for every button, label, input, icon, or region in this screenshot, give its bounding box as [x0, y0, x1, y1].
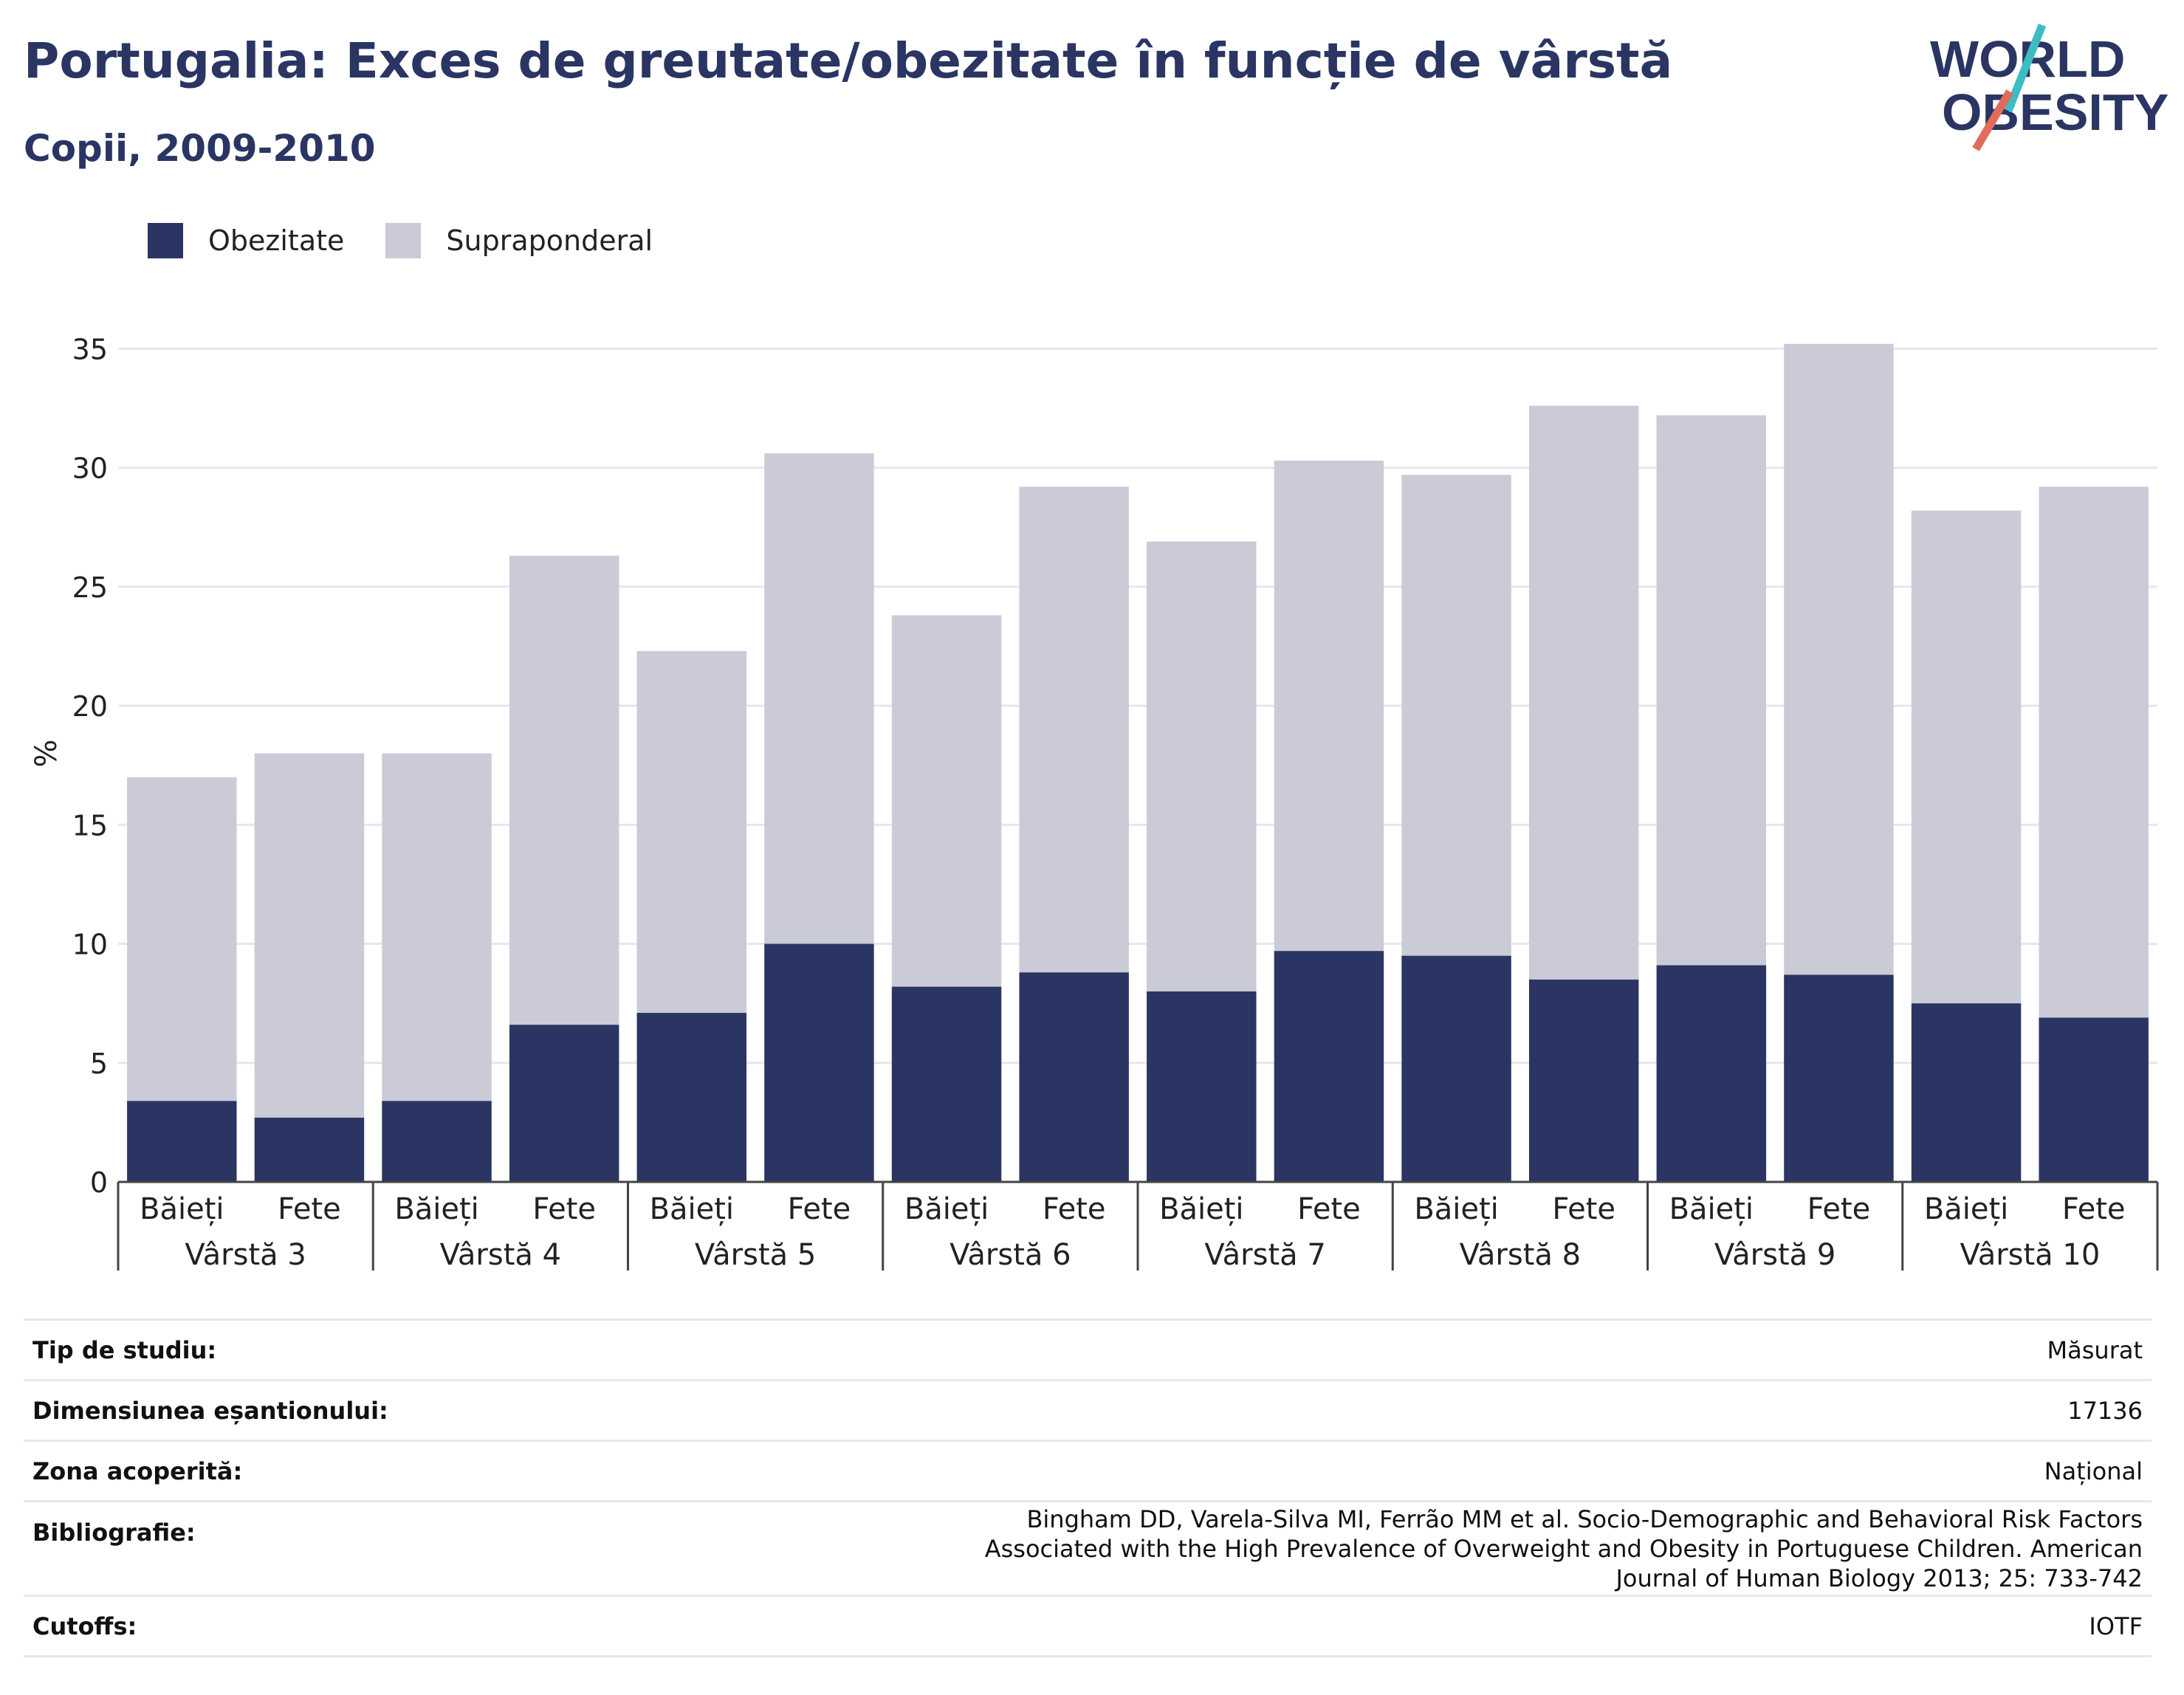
x-tick-label: Fete — [1807, 1192, 1871, 1226]
info-row-cutoffs: Cutoffs: IOTF — [24, 1595, 2152, 1657]
group-label: Vârstă 8 — [1460, 1238, 1581, 1272]
bar-obesity — [764, 943, 874, 1182]
bar-overweight — [127, 777, 237, 1101]
x-tick-label: Fete — [1043, 1192, 1106, 1226]
info-label: Tip de studiu: — [24, 1318, 397, 1381]
info-value: 17136 — [396, 1379, 2152, 1441]
info-value: Măsurat — [396, 1318, 2152, 1381]
info-row-sample-size: Dimensiunea eșantionului: 17136 — [24, 1379, 2152, 1441]
bar-overweight — [891, 615, 1002, 987]
y-tick-label: 30 — [72, 453, 108, 485]
chart-title: Portugalia: Exces de greutate/obezitate … — [24, 32, 1673, 89]
info-value: IOTF — [396, 1595, 2152, 1657]
bar-overweight — [1147, 541, 1257, 991]
info-row-bibliography: Bibliografie: Bingham DD, Varela-Silva M… — [24, 1500, 2152, 1596]
x-tick-label: Băieți — [650, 1192, 734, 1226]
bar-overweight — [1274, 460, 1384, 952]
world-obesity-logo: WORLD OBESITY — [1930, 23, 2168, 151]
y-tick-label: 20 — [72, 690, 108, 723]
bar-obesity — [254, 1117, 365, 1182]
info-row-study-type: Tip de studiu: Măsurat — [24, 1318, 2152, 1381]
logo-word-obesity: OBESITY — [1942, 83, 2168, 141]
x-tick-label: Fete — [532, 1192, 596, 1226]
chart-subtitle: Copii, 2009-2010 — [24, 127, 376, 170]
group-label: Vârstă 3 — [185, 1238, 306, 1272]
bar-overweight — [764, 453, 874, 944]
bar-overweight — [1784, 343, 1894, 975]
x-tick-label: Băieți — [1924, 1192, 2008, 1226]
y-tick-label: 0 — [90, 1166, 108, 1199]
info-label: Zona acoperită: — [24, 1440, 397, 1502]
y-tick-label: 10 — [72, 929, 108, 961]
legend-swatch-obesity — [148, 223, 183, 258]
group-label: Vârstă 5 — [695, 1238, 816, 1272]
bar-obesity — [509, 1025, 619, 1182]
y-tick-label: 15 — [72, 809, 108, 842]
bar-overweight — [1656, 415, 1767, 966]
chart-legend: Obezitate Supraponderal — [148, 220, 694, 261]
legend-item-obesity[interactable]: Obezitate — [148, 223, 344, 258]
bar-obesity — [1401, 955, 1511, 1182]
legend-label-overweight: Supraponderal — [446, 224, 653, 257]
x-tick-label: Fete — [788, 1192, 851, 1226]
y-tick-label: 35 — [72, 333, 108, 365]
x-tick-label: Fete — [1297, 1192, 1361, 1226]
group-label: Vârstă 7 — [1204, 1238, 1325, 1272]
bar-overweight — [509, 555, 619, 1025]
bar-obesity — [1274, 951, 1384, 1182]
bar-overweight — [1401, 475, 1511, 956]
x-tick-label: Băieți — [904, 1192, 989, 1226]
legend-item-overweight[interactable]: Supraponderal — [385, 223, 653, 258]
logo-slash-coral — [1972, 89, 2013, 151]
bar-obesity — [127, 1101, 237, 1182]
bar-overweight — [382, 753, 492, 1101]
bar-obesity — [1019, 972, 1129, 1182]
x-tick-label: Fete — [2062, 1192, 2126, 1226]
bar-overweight — [636, 650, 747, 1014]
group-label: Vârstă 9 — [1714, 1238, 1836, 1272]
x-tick-label: Fete — [278, 1192, 341, 1226]
info-row-area-covered: Zona acoperită: Național — [24, 1440, 2152, 1502]
bar-obesity — [891, 986, 1002, 1182]
group-label: Vârstă 10 — [1960, 1238, 2100, 1272]
y-axis-label: % — [30, 739, 63, 767]
info-value: Național — [396, 1440, 2152, 1502]
bar-overweight — [254, 753, 365, 1118]
x-tick-label: Băieți — [394, 1192, 478, 1226]
x-tick-label: Băieți — [1414, 1192, 1498, 1226]
info-label: Cutoffs: — [24, 1595, 397, 1657]
x-tick-label: Băieți — [1159, 1192, 1243, 1226]
bar-obesity — [1784, 974, 1894, 1182]
legend-swatch-overweight — [385, 223, 422, 258]
bar-obesity — [1147, 991, 1257, 1182]
x-tick-label: Fete — [1552, 1192, 1615, 1226]
info-value: Bingham DD, Varela-Silva MI, Ferrão MM e… — [396, 1500, 2152, 1596]
x-tick-label: Băieți — [1669, 1192, 1754, 1226]
logo-slash-teal — [2004, 23, 2047, 113]
bar-obesity — [2039, 1017, 2149, 1182]
bar-overweight — [1911, 510, 2022, 1004]
bar-obesity — [1911, 1003, 2022, 1182]
group-label: Vârstă 6 — [950, 1238, 1071, 1272]
stacked-bar-chart: 0 5 10 15 20 25 30 35% Băieți Fete Băieți Fete Băieț… — [30, 333, 2159, 1272]
group-label: Vârstă 4 — [440, 1238, 561, 1272]
bar-obesity — [636, 1013, 747, 1182]
bar-overweight — [2039, 487, 2149, 1018]
info-label: Bibliografie: — [24, 1500, 397, 1596]
info-label: Dimensiunea eșantionului: — [24, 1379, 397, 1441]
legend-label-obesity: Obezitate — [208, 224, 345, 257]
bar-overweight — [1528, 405, 1639, 980]
study-info-table: Tip de studiu: Măsurat Dimensiunea eșant… — [24, 1318, 2152, 1657]
bar-overweight — [1019, 487, 1129, 973]
bar-obesity — [1656, 965, 1767, 1182]
x-tick-label: Băieți — [140, 1192, 224, 1226]
y-tick-label: 5 — [90, 1048, 108, 1080]
y-tick-label: 25 — [72, 571, 108, 604]
bar-obesity — [1528, 979, 1639, 1182]
bar-obesity — [382, 1101, 492, 1182]
